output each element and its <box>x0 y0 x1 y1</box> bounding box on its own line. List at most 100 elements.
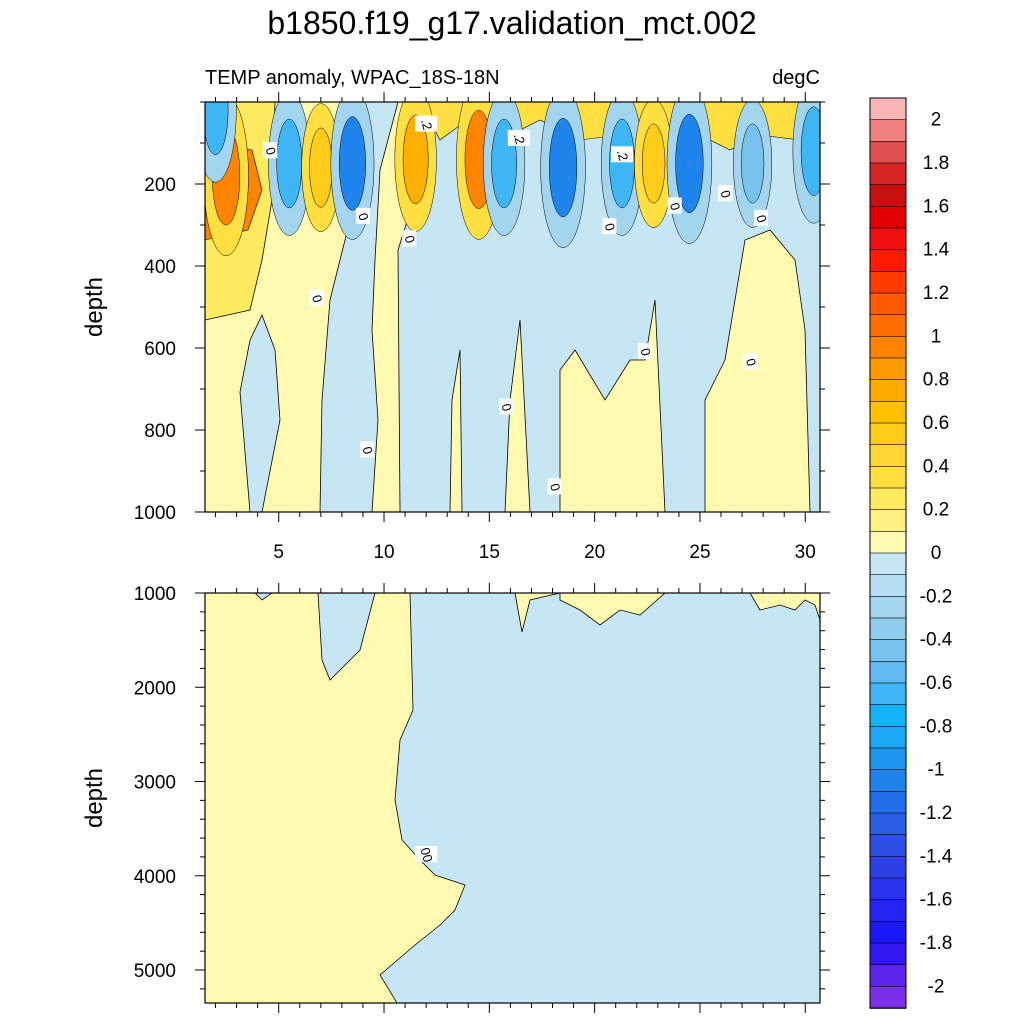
colorbar-swatch <box>869 509 907 533</box>
contour-label: 0 <box>263 146 279 157</box>
colorbar-label: -0.6 <box>920 673 953 694</box>
lower-cool-notch <box>254 593 273 601</box>
colorbar-swatch <box>869 747 907 771</box>
lower-warm-fringe <box>514 593 820 633</box>
y-tick-label: 600 <box>144 339 176 360</box>
contour-label-box <box>360 441 375 458</box>
colorbar-label: 1.2 <box>923 283 949 304</box>
colorbar-label: 0.4 <box>923 456 950 477</box>
contour-label-box <box>415 846 438 863</box>
chart-title: b1850.f19_g17.validation_mct.002 <box>267 5 756 41</box>
anomaly-center <box>473 145 484 174</box>
contour-label-box <box>754 209 769 226</box>
colorbar-label: -1.8 <box>920 933 953 954</box>
upper-y-ticks: 200 400 600 800 1000 <box>134 101 830 524</box>
colorbar-swatch <box>869 964 907 988</box>
anomaly-center <box>684 149 695 178</box>
colorbar-swatch <box>869 249 907 273</box>
contour-label: 0 <box>637 347 653 358</box>
contour-label: 0 <box>718 189 734 200</box>
contour-label: 0 <box>359 445 375 456</box>
colorbar-label: -2 <box>928 976 945 997</box>
upper-cool-patch-1 <box>239 313 281 512</box>
y-tick-label: 5000 <box>134 961 176 982</box>
y-tick-label: 3000 <box>134 773 176 794</box>
lower-warm-region <box>205 593 466 1003</box>
colorbar-swatch <box>869 552 907 576</box>
contour-label: 0 <box>743 357 759 368</box>
upper-x-ticks: 5 10 15 20 25 30 <box>215 92 816 563</box>
colorbar-label: -1.6 <box>920 890 953 911</box>
anomaly-center <box>210 102 221 125</box>
contour-label-box <box>309 289 324 306</box>
contour-label-box <box>415 115 438 132</box>
anomaly-center <box>284 149 295 178</box>
upper-panel: 5 10 15 20 25 30 200 400 600 800 1000 0 0 0 0 0 .2 .2 .2… <box>81 92 830 563</box>
colorbar-swatch <box>869 227 907 251</box>
y-tick-label: 1000 <box>134 503 176 524</box>
colorbar-label: 0 <box>931 543 942 564</box>
colorbar-label: 1.6 <box>923 196 949 217</box>
contour-label-box <box>547 478 562 495</box>
contour-label: 0 <box>355 211 371 222</box>
y-tick-label: 200 <box>144 175 176 196</box>
lower-x-ticks <box>215 583 806 1013</box>
colorbar-swatch <box>869 119 907 143</box>
upper-y-axis-label: depth <box>81 277 108 337</box>
colorbar-swatch <box>869 856 907 879</box>
colorbar-label: -1 <box>928 760 945 781</box>
colorbar-swatch <box>869 162 907 186</box>
x-tick-label: 25 <box>689 542 710 563</box>
colorbar-label: 2 <box>931 110 942 131</box>
lower-y-ticks: 1000 2000 3000 4000 5000 <box>134 584 830 990</box>
colorbar-swatch <box>869 942 907 966</box>
colorbar-swatch <box>869 704 907 728</box>
colorbar-label: -0.8 <box>920 716 953 737</box>
x-tick-label: 5 <box>273 542 284 563</box>
colorbar-label: 1 <box>931 326 942 347</box>
contour-label-box <box>402 230 417 247</box>
contour-label-box <box>718 185 733 202</box>
colorbar-swatch <box>869 444 907 468</box>
colorbar-swatch <box>869 184 907 208</box>
upper-cool-region-west <box>319 102 399 512</box>
colorbar-swatch <box>869 682 907 706</box>
contour-label: .2 <box>418 117 435 131</box>
colorbar-swatch <box>869 834 907 858</box>
y-tick-label: 400 <box>144 257 176 278</box>
colorbar-swatch <box>869 422 907 446</box>
colorbar-swatch <box>869 379 907 403</box>
contour-label: 0 <box>667 201 683 212</box>
contour-label-box <box>602 218 617 235</box>
colorbar-frame <box>869 97 907 1009</box>
colorbar-swatch <box>869 206 907 229</box>
contour-label: 0 <box>753 213 769 224</box>
chart-units-label: degC <box>772 67 820 89</box>
colorbar-swatch <box>869 292 907 316</box>
anomaly-center <box>410 145 421 174</box>
anomaly-center <box>558 153 569 182</box>
x-tick-label: 15 <box>479 542 500 563</box>
lower-y-axis-label: depth <box>81 768 108 828</box>
colorbar: 2 1.8 1.6 1.4 1.2 1 0.8 0.6 0.4 0.2 0 -0.2 -0.4 -0.6 -… <box>869 97 953 1009</box>
colorbar-swatch <box>869 921 907 944</box>
y-tick-label: 1000 <box>134 584 176 605</box>
y-tick-label: 4000 <box>134 867 176 888</box>
colorbar-label: 1.4 <box>923 240 950 261</box>
colorbar-swatch <box>869 639 907 663</box>
lower-contour-labels: 00 <box>415 846 438 864</box>
colorbar-label: 0.2 <box>923 500 949 521</box>
colorbar-label: -0.4 <box>920 630 953 651</box>
contour-label: 00 <box>418 846 436 864</box>
colorbar-label: -1.2 <box>920 803 953 824</box>
contour-label: 0 <box>602 221 618 232</box>
x-tick-label: 20 <box>584 542 605 563</box>
colorbar-swatch <box>869 617 907 641</box>
colorbar-swatch <box>869 401 907 424</box>
colorbar-swatch <box>869 466 907 489</box>
anomaly-center <box>648 149 659 178</box>
upper-anomaly-cores <box>205 102 820 257</box>
colorbar-label: -0.2 <box>920 586 953 607</box>
colorbar-swatch <box>869 899 907 923</box>
